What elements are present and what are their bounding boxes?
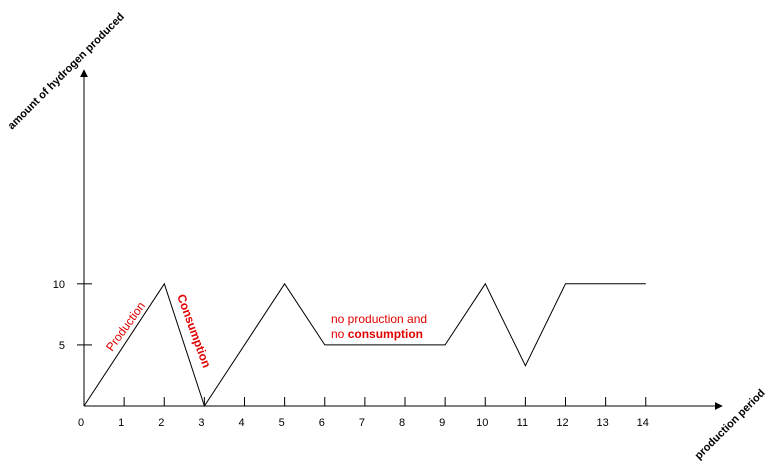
x-axis-title: production period	[693, 387, 768, 462]
x-tick-label: 4	[238, 417, 244, 429]
x-ticks: 0 1 2 3 4 5 6 7 8 9 10 11 12 13 14	[78, 397, 649, 429]
production-annotation: Production	[103, 299, 148, 354]
steady-annotation-prefix: no	[331, 327, 348, 341]
x-tick-label: 8	[399, 417, 405, 429]
y-tick-label: 5	[59, 340, 65, 352]
x-tick-label: 5	[279, 417, 285, 429]
x-tick-label: 13	[597, 417, 609, 429]
x-tick-label: 12	[556, 417, 568, 429]
steady-annotation-line1: no production and	[331, 312, 427, 326]
y-tick-label: 10	[53, 279, 65, 291]
y-ticks: 5 10	[53, 279, 92, 352]
x-tick-label: 11	[517, 417, 528, 429]
x-tick-label: 6	[319, 417, 325, 429]
x-tick-label: 10	[476, 417, 488, 429]
series-line	[83, 282, 646, 408]
x-tick-label: 2	[158, 417, 164, 429]
x-tick-label: 7	[359, 417, 365, 429]
steady-annotation-line2: no consumption	[331, 327, 423, 341]
y-axis-title: amount of hydrogen produced	[6, 11, 127, 132]
x-tick-label: 0	[78, 417, 84, 429]
x-tick-label: 3	[198, 417, 204, 429]
x-tick-label: 1	[118, 417, 124, 429]
x-tick-label: 14	[637, 417, 649, 429]
steady-annotation-bold: consumption	[348, 327, 423, 341]
x-tick-label: 9	[439, 417, 445, 429]
